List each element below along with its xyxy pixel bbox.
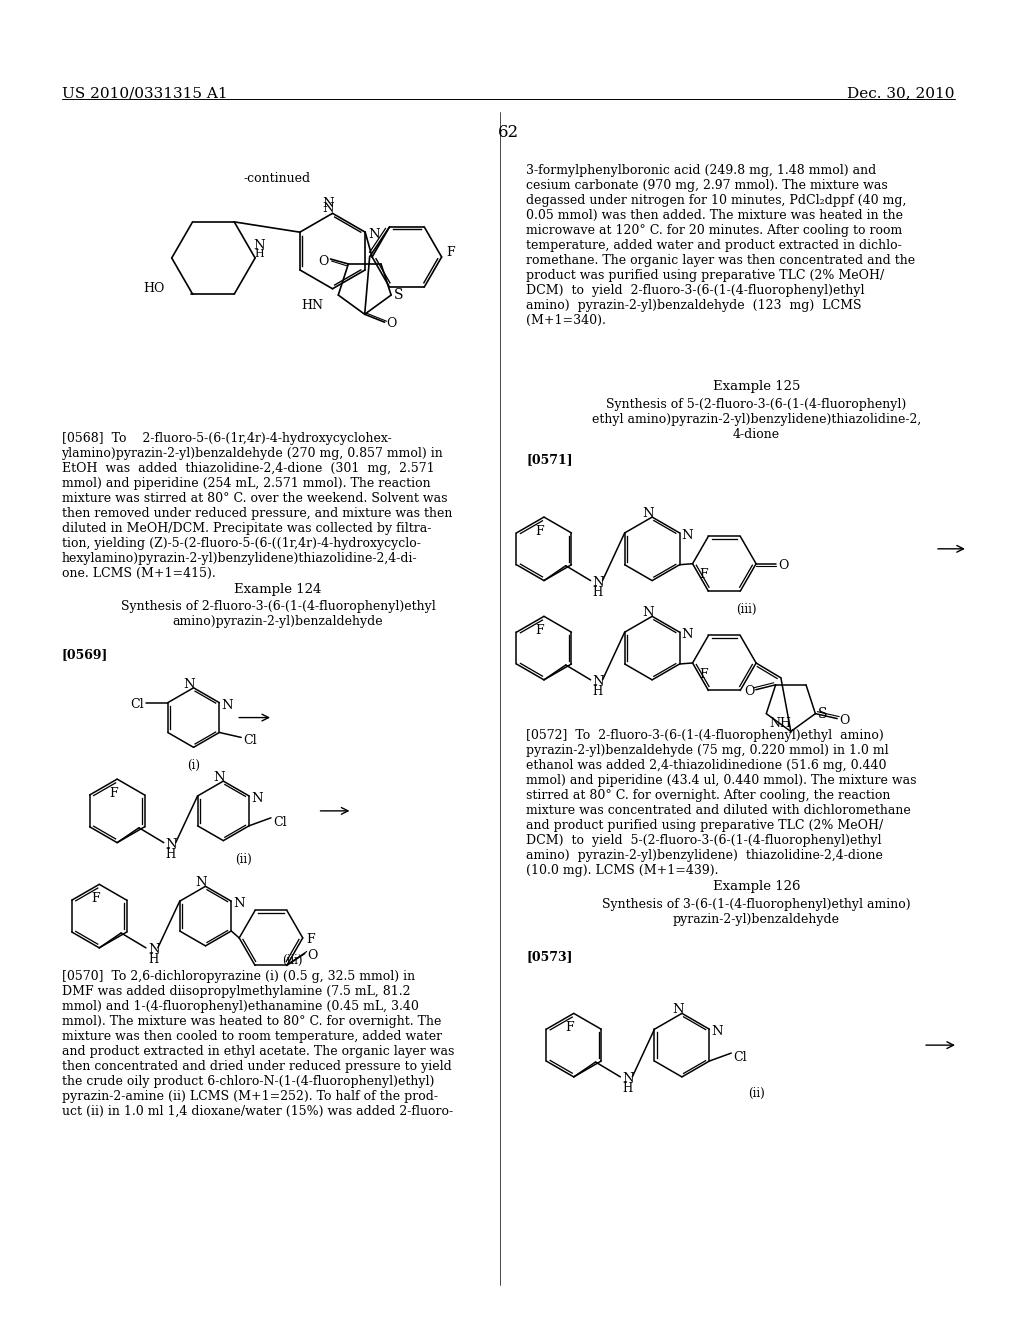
Text: (ii): (ii) (234, 853, 252, 866)
Text: US 2010/0331315 A1: US 2010/0331315 A1 (61, 86, 227, 100)
Text: N: N (712, 1026, 723, 1039)
Text: N: N (323, 198, 335, 210)
Text: Synthesis of 2-fluoro-3-(6-(1-(4-fluorophenyl)ethyl
amino)pyrazin-2-yl)benzaldeh: Synthesis of 2-fluoro-3-(6-(1-(4-fluorop… (121, 601, 435, 628)
Text: Cl: Cl (130, 698, 144, 710)
Text: Synthesis of 3-(6-(1-(4-fluorophenyl)ethyl amino)
pyrazin-2-yl)benzaldehyde: Synthesis of 3-(6-(1-(4-fluorophenyl)eth… (602, 898, 910, 927)
Text: NH: NH (769, 717, 792, 730)
Text: HO: HO (143, 281, 165, 294)
Text: 3-formylphenylboronic acid (249.8 mg, 1.48 mmol) and
cesium carbonate (970 mg, 2: 3-formylphenylboronic acid (249.8 mg, 1.… (526, 164, 915, 326)
Text: [0568]  To    2-fluoro-5-(6-(1r,4r)-4-hydroxycyclohex-
ylamino)pyrazin-2-yl)benz: [0568] To 2-fluoro-5-(6-(1r,4r)-4-hydrox… (61, 432, 452, 579)
Text: H: H (166, 847, 176, 861)
Text: H: H (593, 685, 603, 698)
Text: N: N (183, 678, 196, 690)
Text: O: O (840, 714, 850, 726)
Text: Example 124: Example 124 (234, 582, 322, 595)
Text: F: F (565, 1022, 574, 1035)
Text: O: O (307, 949, 318, 961)
Text: Example 125: Example 125 (713, 380, 800, 393)
Text: [0569]: [0569] (61, 648, 108, 661)
Text: F: F (699, 668, 708, 681)
Text: (iii): (iii) (736, 603, 757, 616)
Text: O: O (778, 558, 788, 572)
Text: N: N (672, 1003, 684, 1016)
Text: O: O (318, 255, 329, 268)
Text: Cl: Cl (733, 1051, 746, 1064)
Text: S: S (394, 288, 403, 302)
Text: H: H (593, 586, 603, 598)
Text: N: N (233, 898, 245, 911)
Text: N: N (147, 942, 160, 956)
Text: F: F (91, 892, 99, 906)
Text: N: N (214, 771, 225, 784)
Text: F: F (109, 787, 118, 800)
Text: S: S (818, 706, 827, 721)
Text: N: N (166, 838, 177, 850)
Text: N: N (251, 792, 263, 805)
Text: F: F (446, 246, 456, 259)
Text: N: N (682, 529, 693, 543)
Text: F: F (536, 525, 545, 539)
Text: N: N (682, 628, 693, 642)
Text: HN: HN (301, 300, 324, 312)
Text: [0570]  To 2,6-dichloropyrazine (i) (0.5 g, 32.5 mmol) in
DMF was added diisopro: [0570] To 2,6-dichloropyrazine (i) (0.5 … (61, 970, 454, 1118)
Text: Cl: Cl (273, 816, 287, 829)
Text: Cl: Cl (243, 734, 257, 747)
Text: O: O (743, 685, 755, 698)
Text: N: N (642, 507, 654, 520)
Text: F: F (307, 933, 315, 946)
Text: H: H (254, 249, 264, 259)
Text: H: H (623, 1082, 633, 1094)
Text: Synthesis of 5-(2-fluoro-3-(6-(1-(4-fluorophenyl)
ethyl amino)pyrazin-2-yl)benzy: Synthesis of 5-(2-fluoro-3-(6-(1-(4-fluo… (592, 397, 921, 441)
Text: Example 126: Example 126 (713, 880, 800, 894)
Text: N: N (593, 576, 604, 589)
Text: (i): (i) (187, 759, 200, 772)
Text: N: N (593, 675, 604, 688)
Text: Dec. 30, 2010: Dec. 30, 2010 (848, 86, 955, 100)
Text: N: N (221, 698, 232, 711)
Text: F: F (536, 624, 545, 638)
Text: [0572]  To  2-fluoro-3-(6-(1-(4-fluorophenyl)ethyl  amino)
pyrazin-2-yl)benzalde: [0572] To 2-fluoro-3-(6-(1-(4-fluorophen… (526, 730, 916, 878)
Text: -continued: -continued (243, 172, 310, 185)
Text: N: N (253, 239, 265, 252)
Text: N: N (623, 1072, 634, 1085)
Text: O: O (386, 317, 397, 330)
Text: [0571]: [0571] (526, 454, 572, 466)
Text: 62: 62 (498, 124, 519, 141)
Text: (iii): (iii) (283, 954, 303, 966)
Text: (ii): (ii) (748, 1086, 765, 1100)
Text: [0573]: [0573] (526, 950, 572, 962)
Text: N: N (323, 202, 335, 215)
Text: N: N (196, 876, 207, 890)
Text: H: H (147, 953, 158, 966)
Text: N: N (369, 228, 380, 242)
Text: N: N (642, 606, 654, 619)
Text: F: F (699, 569, 708, 581)
